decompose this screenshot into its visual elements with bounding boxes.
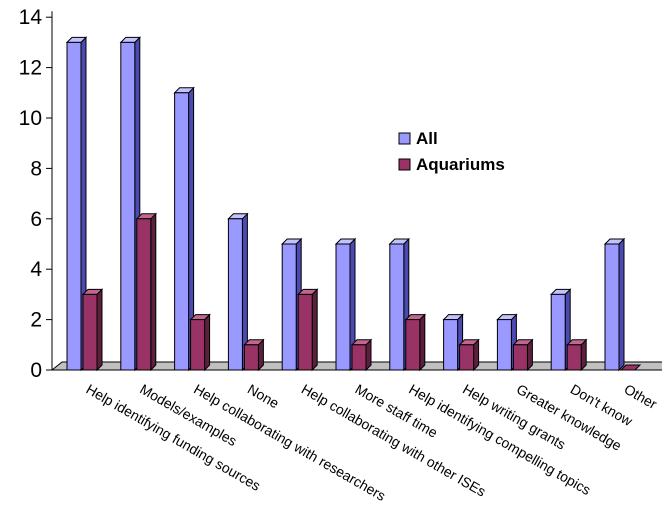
bar-all-10 [603,237,626,372]
bar-side [150,212,157,372]
bar-front [389,243,405,371]
bar-aquariums-0 [81,288,104,372]
bar-side [96,288,103,372]
bar-front [496,319,512,371]
bar-front [190,319,206,371]
y-tick-label: 8 [30,157,42,180]
bar-side [419,313,426,372]
bar-front [174,92,190,371]
x-category-label: Other [622,381,661,413]
y-tick-label: 12 [19,57,42,80]
bar-front [335,243,351,371]
category-labels: Help identifying funding sourcesModels/e… [84,381,661,504]
y-tick-label: 10 [19,107,42,130]
bar-all-3 [227,212,249,372]
y-tick-label: 6 [30,208,42,231]
bar-aquariums-8 [512,338,534,372]
y-tick-label: 14 [19,6,43,29]
bar-front [550,293,566,371]
legend-label: Aquariums [416,155,505,174]
bar-side [204,313,211,372]
bar-side [618,237,625,372]
bar-flat [619,364,642,371]
bar-aquariums-9 [565,338,588,372]
bar-front [66,41,82,371]
bar-aquariums-5 [350,338,373,372]
bar-front [243,344,259,371]
x-category-label: Help collaborating with other ISEs [299,381,489,500]
y-tick-label: 2 [30,309,42,332]
bar-front [227,218,243,371]
bar-aquariums-1 [135,212,158,372]
bar-front [405,319,421,371]
bar-front [82,293,98,371]
legend-label: All [416,129,438,148]
bar-aquariums-10 [619,364,642,371]
bar-aquariums-7 [458,338,480,372]
bar-front [120,41,136,371]
bar-front [281,243,297,371]
bar-aquariums-6 [404,313,427,372]
legend-box [391,121,531,183]
legend: All Aquariums [391,121,531,183]
bar-front [604,243,620,371]
bar-front [297,293,313,371]
y-tick-label: 4 [30,258,42,281]
bar-front [512,344,528,371]
y-tick-label: 0 [30,359,42,382]
y-axis: 0 2 4 6 8 10 12 14 [19,6,53,382]
bars [65,36,642,372]
bar-front [136,218,152,371]
bar-front [566,344,582,371]
bar-aquariums-4 [296,288,319,372]
bar-side [311,288,318,372]
x-category-label: None [245,381,282,412]
legend-swatch [398,132,411,145]
bar-aquariums-3 [243,338,265,372]
bar-front [443,319,459,371]
bar-front [351,344,367,371]
bar-all-2 [173,86,195,372]
bar-front [459,344,475,371]
legend-swatch [398,158,411,171]
bar-aquariums-2 [189,313,211,372]
